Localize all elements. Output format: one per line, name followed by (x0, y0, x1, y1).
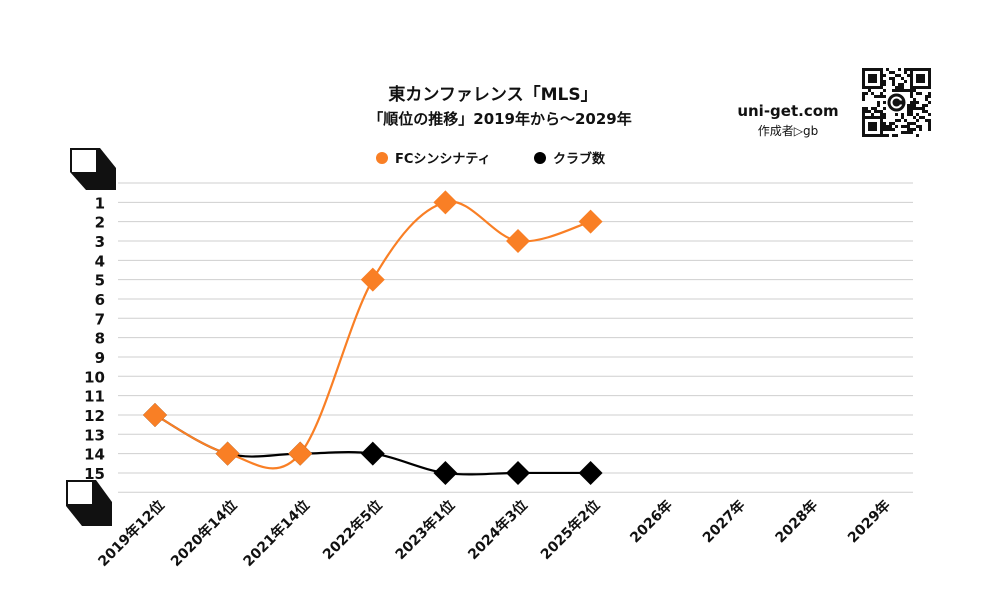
data-point-fc-cincinnati (215, 441, 240, 466)
x-tick-label: 2025年2位 (537, 497, 603, 563)
y-tick-label: 15 (84, 465, 105, 483)
data-point-club-count (578, 460, 603, 485)
y-tick-label: 9 (95, 349, 105, 367)
author-label: 作成者▷gb (758, 124, 818, 138)
y-tick-label: 10 (84, 368, 105, 386)
x-tick-label: 2026年 (627, 497, 676, 546)
legend-label-club-count: クラブ数 (553, 151, 606, 167)
legend: FCシンシナティ クラブ数 (376, 151, 606, 167)
data-point-club-count (433, 460, 458, 485)
y-tick-label: 5 (95, 272, 105, 290)
data-point-fc-cincinnati (288, 441, 313, 466)
data-point-club-count (506, 460, 530, 485)
data-point-fc-cincinnati (578, 209, 603, 234)
corner-decoration-top-icon (70, 148, 116, 190)
y-tick-label: 12 (84, 407, 105, 425)
x-tick-label: 2023年1位 (392, 497, 458, 563)
qr-code-icon (860, 66, 933, 139)
x-tick-label: 2028年 (772, 497, 821, 546)
corner-decoration-bottom-icon (66, 480, 112, 526)
site-name: uni-get.com (737, 102, 838, 120)
y-tick-label: 6 (95, 291, 105, 309)
series-markers (143, 190, 603, 485)
grid-lines (118, 182, 913, 493)
legend-marker-fc-cincinnati (376, 152, 388, 164)
x-tick-label: 2020年14位 (167, 497, 240, 570)
y-tick-label: 2 (95, 214, 105, 232)
y-tick-label: 8 (95, 330, 105, 348)
y-tick-label: 1 (95, 194, 105, 212)
y-tick-label: 13 (84, 426, 105, 444)
x-axis-ticks: 2019年12位 2020年14位 2021年14位 2022年5位 2023年1位 20… (95, 497, 894, 570)
y-tick-label: 14 (84, 446, 105, 464)
legend-marker-club-count (534, 152, 546, 164)
data-point-club-count (360, 441, 385, 466)
legend-label-fc-cincinnati: FCシンシナティ (395, 152, 491, 167)
x-tick-label: 2024年3位 (465, 497, 531, 563)
y-tick-label: 7 (95, 310, 105, 328)
data-point-fc-cincinnati (506, 228, 530, 253)
y-tick-label: 3 (95, 233, 105, 251)
x-tick-label: 2021年14位 (240, 497, 313, 570)
y-tick-label: 4 (95, 252, 105, 270)
x-tick-label: 2022年5位 (319, 497, 385, 563)
chart-subtitle: 「順位の推移」2019年から～2029年 (368, 110, 632, 128)
chart-title: 東カンファレンス「MLS」 (388, 84, 597, 105)
y-tick-label: 11 (84, 388, 105, 406)
data-point-fc-cincinnati (360, 267, 385, 292)
data-point-fc-cincinnati (143, 402, 167, 427)
x-tick-label: 2029年 (844, 497, 893, 546)
data-point-fc-cincinnati (433, 190, 458, 215)
x-tick-label: 2027年 (699, 497, 748, 546)
